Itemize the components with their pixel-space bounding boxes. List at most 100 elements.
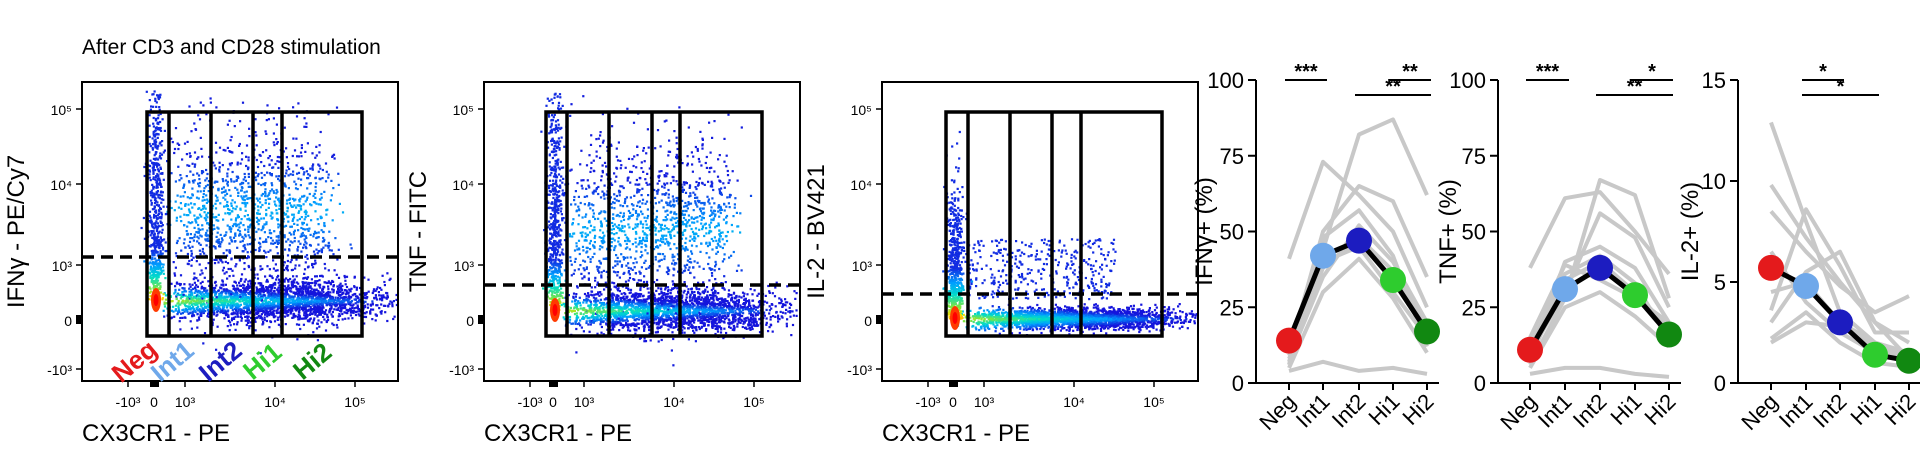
flow-gate-box — [544, 110, 764, 338]
summary-y-axis-label: IL-2+ (%) — [1677, 182, 1704, 281]
flow-x-axis-label: CX3CR1 - PE — [484, 420, 632, 447]
flow-x-zero-marker — [949, 382, 958, 387]
flow-y-tick-label: 10³ — [52, 258, 73, 274]
summary-x-tick-label: Hi1 — [1606, 389, 1647, 430]
flow-x-tick-label: 0 — [150, 394, 158, 410]
flow-y-axis-label: IL-2 - BV421 — [803, 164, 830, 299]
significance-label: *** — [1294, 61, 1318, 83]
significance-label: ** — [1385, 76, 1401, 98]
significance-label: *** — [1536, 61, 1560, 83]
summary-y-tick-label: 15 — [1702, 68, 1726, 93]
significance-label: * — [1819, 61, 1827, 83]
summary-y-tick-label: 0 — [1474, 371, 1486, 396]
flow-y-axis-label: IFNγ - PE/Cy7 — [3, 155, 30, 308]
flow-y-tick-label: 10⁵ — [51, 102, 72, 118]
summary-x-tick-label: Int1 — [1291, 389, 1335, 433]
donor-line — [1287, 159, 1429, 309]
figure-title: After CD3 and CD28 stimulation — [82, 36, 381, 59]
flow-x-tick-label: -10³ — [518, 394, 543, 410]
flow-x-tick-label: 10⁴ — [264, 394, 286, 410]
flow-panel-flow-il2: 10⁵ 10⁴ 10³ 0 -10³ -10³ 0 10³ 10⁴ 10⁵ CX3CR1 - PE I… — [803, 81, 1199, 447]
summary-x-tick-label: Hi2 — [1880, 389, 1920, 430]
flow-x-tick-label: 10⁴ — [663, 394, 685, 410]
flow-x-zero-marker — [150, 382, 159, 387]
donor-line — [1287, 184, 1429, 354]
flow-y-tick-label: 0 — [466, 313, 474, 329]
summary-x-tick-label: Hi2 — [1398, 389, 1439, 430]
flow-y-zero-marker — [76, 315, 81, 324]
summary-y-tick-label: 5 — [1714, 270, 1726, 295]
gate-label-int1: Int1 — [145, 335, 200, 388]
significance-label: ** — [1627, 76, 1643, 98]
summary-y-tick-label: 10 — [1702, 169, 1726, 194]
flow-y-tick-label: 0 — [64, 313, 72, 329]
mean-point-neg — [1517, 336, 1543, 363]
flow-x-axis-label: CX3CR1 - PE — [882, 420, 1030, 447]
donor-line — [1528, 178, 1671, 366]
mean-point-int2 — [1587, 254, 1613, 281]
flow-x-tick-label: -10³ — [116, 394, 141, 410]
flow-x-tick-label: 0 — [549, 394, 557, 410]
mean-point-neg — [1276, 327, 1302, 354]
summary-y-tick-label: 100 — [1207, 68, 1244, 93]
summary-y-tick-label: 25 — [1220, 295, 1244, 320]
mean-point-int1 — [1552, 276, 1578, 303]
mean-point-hi1 — [1862, 341, 1888, 368]
summary-y-tick-label: 0 — [1714, 371, 1726, 396]
flow-y-zero-marker — [876, 315, 881, 324]
flow-y-tick-label: 10⁵ — [851, 102, 872, 118]
flow-y-tick-label: 0 — [864, 313, 872, 329]
flow-axes-frame — [881, 81, 1199, 382]
flow-panel-flow-ifng: 10⁵ 10⁴ 10³ 0 -10³ -10³ 0 10³ 10⁴ 10⁵ CX3CR1 - PE I… — [3, 81, 399, 447]
summary-y-tick-label: 75 — [1220, 144, 1244, 169]
flow-y-tick-label: -10³ — [847, 362, 872, 378]
flow-gate-box — [944, 110, 1164, 338]
significance-label: ** — [1402, 61, 1418, 83]
donor-line — [1528, 290, 1671, 369]
flow-x-tick-label: 10³ — [175, 394, 196, 410]
flow-x-tick-label: 10⁵ — [344, 394, 365, 410]
summary-y-tick-label: 50 — [1220, 220, 1244, 245]
mean-point-int2 — [1346, 227, 1372, 254]
donor-line — [1769, 209, 1910, 315]
flow-y-zero-marker — [478, 315, 483, 324]
donor-line — [1287, 256, 1429, 369]
donor-line — [1288, 359, 1428, 376]
mean-point-hi2 — [1414, 318, 1440, 345]
mean-point-neg — [1758, 254, 1784, 281]
flow-events — [140, 90, 398, 355]
mean-point-int2 — [1827, 309, 1853, 336]
flow-x-tick-label: 10⁵ — [743, 394, 764, 410]
donor-line — [1769, 310, 1910, 369]
flow-y-axis-label: TNF - FITC — [405, 171, 432, 292]
flow-axes-frame — [81, 81, 399, 382]
flow-x-tick-label: 10³ — [974, 394, 995, 410]
mean-point-hi2 — [1896, 347, 1920, 374]
flow-x-tick-label: 10⁵ — [1143, 394, 1164, 410]
significance-label: * — [1837, 76, 1845, 98]
flow-x-tick-label: 10⁴ — [1063, 394, 1085, 410]
flow-y-tick-label: 10⁴ — [850, 177, 872, 193]
flow-events — [540, 92, 798, 367]
gate-label-hi2: Hi2 — [287, 337, 337, 386]
flow-x-tick-label: 10³ — [574, 394, 595, 410]
summary-y-axis-label: IFNγ+ (%) — [1191, 177, 1218, 286]
donor-line — [1769, 183, 1911, 345]
summary-x-tick-label: Int1 — [1533, 389, 1577, 433]
summary-y-tick-label: 25 — [1462, 295, 1486, 320]
summary-y-axis-label: TNF+ (%) — [1435, 179, 1462, 284]
summary-x-tick-label: Hi2 — [1640, 389, 1681, 430]
summary-y-tick-label: 0 — [1232, 371, 1244, 396]
summary-x-tick-label: Int2 — [1808, 389, 1852, 433]
flow-x-tick-label: 0 — [949, 394, 957, 410]
flow-x-zero-marker — [549, 382, 558, 387]
flow-y-tick-label: 10⁴ — [50, 177, 72, 193]
mean-point-hi1 — [1380, 267, 1406, 293]
gate-label-hi1: Hi1 — [237, 337, 287, 386]
mean-point-int1 — [1310, 242, 1336, 269]
flow-events — [942, 130, 1198, 337]
